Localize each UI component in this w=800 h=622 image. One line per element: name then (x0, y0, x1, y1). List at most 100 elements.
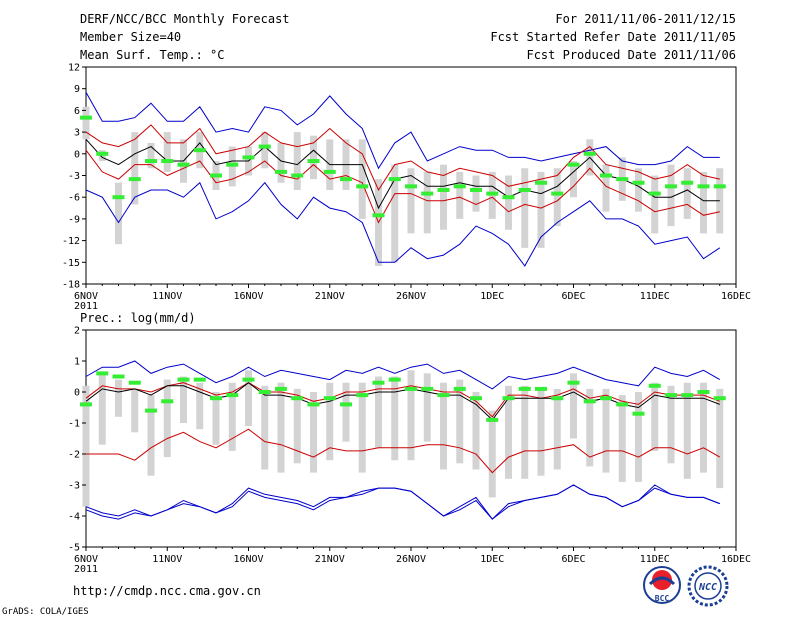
precip-median-mark (323, 396, 336, 401)
precip-xtick-label: 16DEC (721, 554, 751, 565)
temp-range-bar (667, 164, 675, 227)
temp-min-line (85, 181, 721, 267)
precip-median-mark (697, 390, 710, 394)
temp-median-mark (713, 184, 726, 189)
temp-median-mark (470, 187, 482, 192)
precip-median-mark (356, 393, 369, 398)
temp-xtick-label: 16NOV (233, 291, 263, 302)
precip-median-mark (372, 380, 385, 385)
variable-label: Mean Surf. Temp.: °C (80, 48, 225, 62)
precip-range-bar (537, 388, 545, 476)
precip-ytick-label: 2 (74, 326, 80, 337)
temp-median-mark (275, 169, 287, 174)
precip-median-mark (80, 402, 92, 407)
ncc-logo: NCC (687, 565, 729, 607)
precip-range-bar (115, 379, 122, 417)
temp-median-mark (161, 159, 174, 164)
temp-range-bar (570, 161, 577, 198)
temp-ytick-label: 3 (74, 128, 80, 139)
precip-median-mark (681, 393, 694, 398)
precip-xtick-label: 6DEC (561, 554, 585, 565)
precip-lower-line (86, 428, 721, 474)
precip-range-bar (602, 388, 610, 473)
precip-ytick-label: -5 (68, 543, 80, 554)
precip-median-mark (648, 383, 661, 388)
precip-median-mark (193, 377, 206, 382)
precip-median-mark (96, 371, 109, 376)
temp-range-bar (82, 106, 90, 140)
precip-range-bar (618, 395, 626, 482)
precip-range-bar (683, 382, 691, 479)
precip-median-mark (437, 393, 450, 398)
precip-median-mark (307, 402, 320, 407)
temp-ytick-label: -9 (68, 214, 80, 225)
precip-range-bar (277, 382, 285, 473)
precip-range-bar (196, 382, 204, 430)
precip-title: Prec.: log(mm/d) (80, 311, 196, 325)
temp-ytick-label: 12 (68, 63, 80, 74)
temp-range-bar (293, 132, 301, 190)
precip-range-bar (667, 385, 675, 464)
temp-median-mark (567, 162, 580, 167)
bcc-logo: BCC (643, 566, 681, 604)
precip-median-mark (453, 386, 466, 391)
precip-range-bar (700, 382, 707, 473)
temp-median-mark (648, 191, 661, 196)
precip-median-mark (535, 386, 547, 391)
temp-median-mark (600, 173, 612, 178)
precip-year-label: 2011 (74, 564, 98, 575)
temp-ytick-label: -15 (62, 258, 80, 269)
precip-median-mark (486, 417, 499, 422)
temp-xtick-label: 11NOV (152, 291, 182, 302)
temp-median-mark (583, 151, 596, 156)
temp-median-mark (388, 177, 401, 182)
temp-median-mark (632, 180, 645, 185)
temp-ytick-label: -12 (62, 236, 80, 247)
precip-range-bar (407, 370, 415, 461)
temp-range-bar (147, 142, 155, 169)
grads-credit: GrADS: COLA/IGES (2, 607, 89, 617)
temp-ytick-label: -3 (68, 171, 80, 182)
temp-upper-line (85, 124, 720, 192)
temp-xtick-label: 26NOV (396, 291, 426, 302)
temp-range-bar (423, 171, 431, 234)
precip-range-bar (570, 373, 577, 439)
precip-range-bar (456, 379, 464, 464)
temp-max-line (85, 92, 720, 170)
temp-ytick-label: 9 (74, 84, 80, 95)
precip-range-bar (440, 382, 447, 470)
temp-xtick-label: 16DEC (721, 291, 751, 302)
precip-range-bar (488, 410, 496, 498)
temp-range-bar (115, 182, 122, 245)
precip-range-bar (180, 376, 187, 423)
temp-xtick-label: 6NOV (74, 291, 98, 302)
precip-range-bar (131, 388, 139, 433)
precip-median-mark (226, 393, 239, 398)
ncc-logo-text: NCC (698, 582, 717, 593)
temp-median-mark (307, 159, 320, 164)
precip-mean-line (85, 382, 720, 421)
temp-range-bar (472, 175, 480, 212)
precip-median-mark (388, 377, 401, 382)
temp-range-bar (163, 132, 171, 172)
precip-range-bar (342, 382, 350, 442)
precip-median-mark (128, 380, 141, 385)
temp-ytick-label: 6 (74, 106, 80, 117)
temp-median-mark (291, 173, 304, 178)
temp-median-mark (405, 184, 417, 189)
temp-median-mark (323, 169, 336, 174)
precip-range-bar (261, 385, 269, 470)
precip-ytick-label: -3 (68, 481, 80, 492)
temp-median-mark (340, 177, 352, 182)
precip-median-mark (291, 396, 304, 401)
precip-xtick-label: 11DEC (640, 554, 670, 565)
temp-median-mark (226, 162, 239, 167)
precip-median-mark (551, 396, 564, 401)
precip-range-bar (293, 388, 301, 464)
precip-xtick-label: 26NOV (396, 554, 426, 565)
temp-range-bar (358, 139, 366, 219)
precip-range-bar (635, 392, 642, 482)
precip-extra-line (85, 484, 720, 520)
